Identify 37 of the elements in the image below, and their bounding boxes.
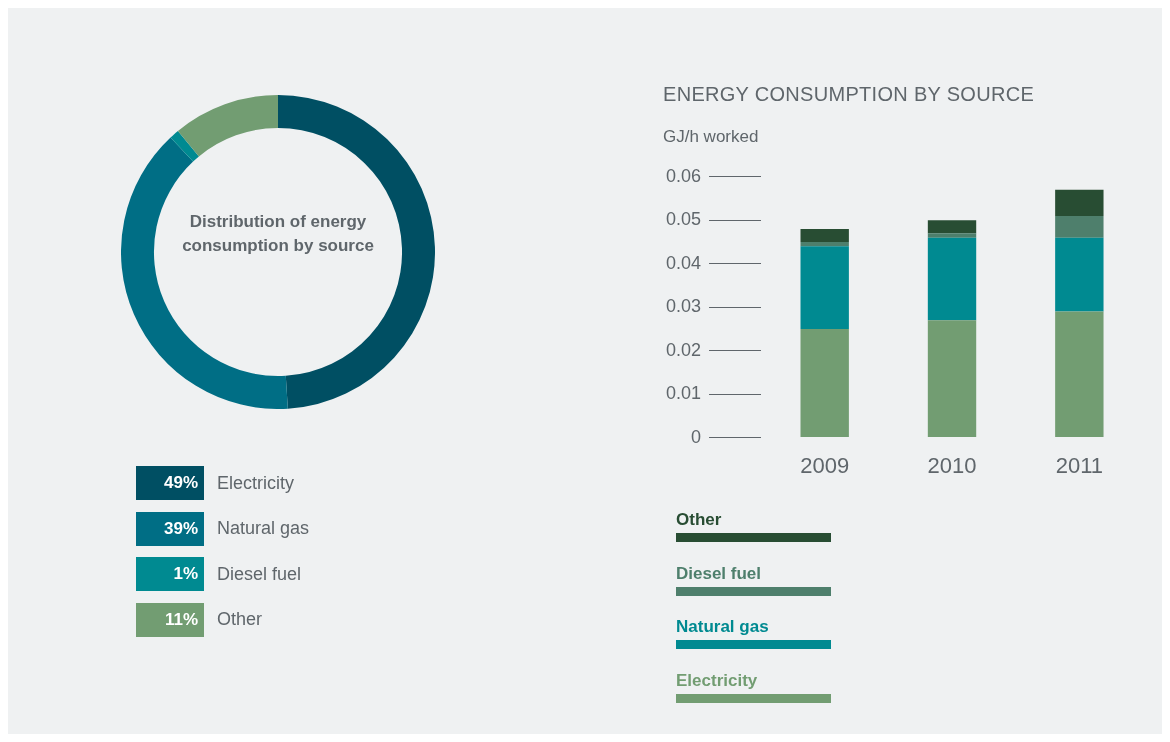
bar xyxy=(1055,311,1104,438)
x-tick-label: 2010 xyxy=(927,452,977,478)
y-tick-label: 0 xyxy=(691,426,702,447)
text: Other xyxy=(676,510,831,542)
bar xyxy=(927,220,977,234)
legend-label: Electricity xyxy=(217,472,295,494)
text: Distribution of energy consumption by source xyxy=(181,211,375,257)
bar xyxy=(800,246,849,329)
y-tick-label: 0.05 xyxy=(665,209,702,230)
bar xyxy=(800,228,849,242)
bar xyxy=(800,328,849,438)
text: Diesel fuel xyxy=(676,563,831,596)
legend-label: Natural gas xyxy=(217,518,310,539)
text: Natural gas xyxy=(676,617,831,649)
bar xyxy=(1055,237,1104,312)
y-tick-label: 0.03 xyxy=(665,296,702,317)
bar xyxy=(927,320,977,438)
data-label: 49% xyxy=(136,466,204,500)
data-label: 11% xyxy=(136,602,204,637)
y-tick-label: 0.06 xyxy=(665,165,702,186)
legend-label: Diesel fuel xyxy=(217,563,302,585)
x-tick-label: 2009 xyxy=(800,452,850,478)
chart-title: ENERGY CONSUMPTION BY SOURCE xyxy=(663,83,1035,106)
data-label: 39% xyxy=(136,511,204,546)
y-tick-label: 0.02 xyxy=(665,339,702,360)
bar xyxy=(927,233,977,238)
bar xyxy=(800,242,849,247)
bar xyxy=(1055,215,1104,238)
y-axis-title: GJ/h worked xyxy=(663,127,759,147)
bar xyxy=(927,237,977,321)
y-tick-label: 0.04 xyxy=(665,252,702,273)
x-tick-label: 2011 xyxy=(1055,452,1103,478)
text: Electricity xyxy=(676,670,831,703)
bar xyxy=(1055,189,1104,216)
data-label: 1% xyxy=(136,557,204,591)
legend-label: Other xyxy=(217,609,263,630)
y-tick-label: 0.01 xyxy=(665,383,702,404)
